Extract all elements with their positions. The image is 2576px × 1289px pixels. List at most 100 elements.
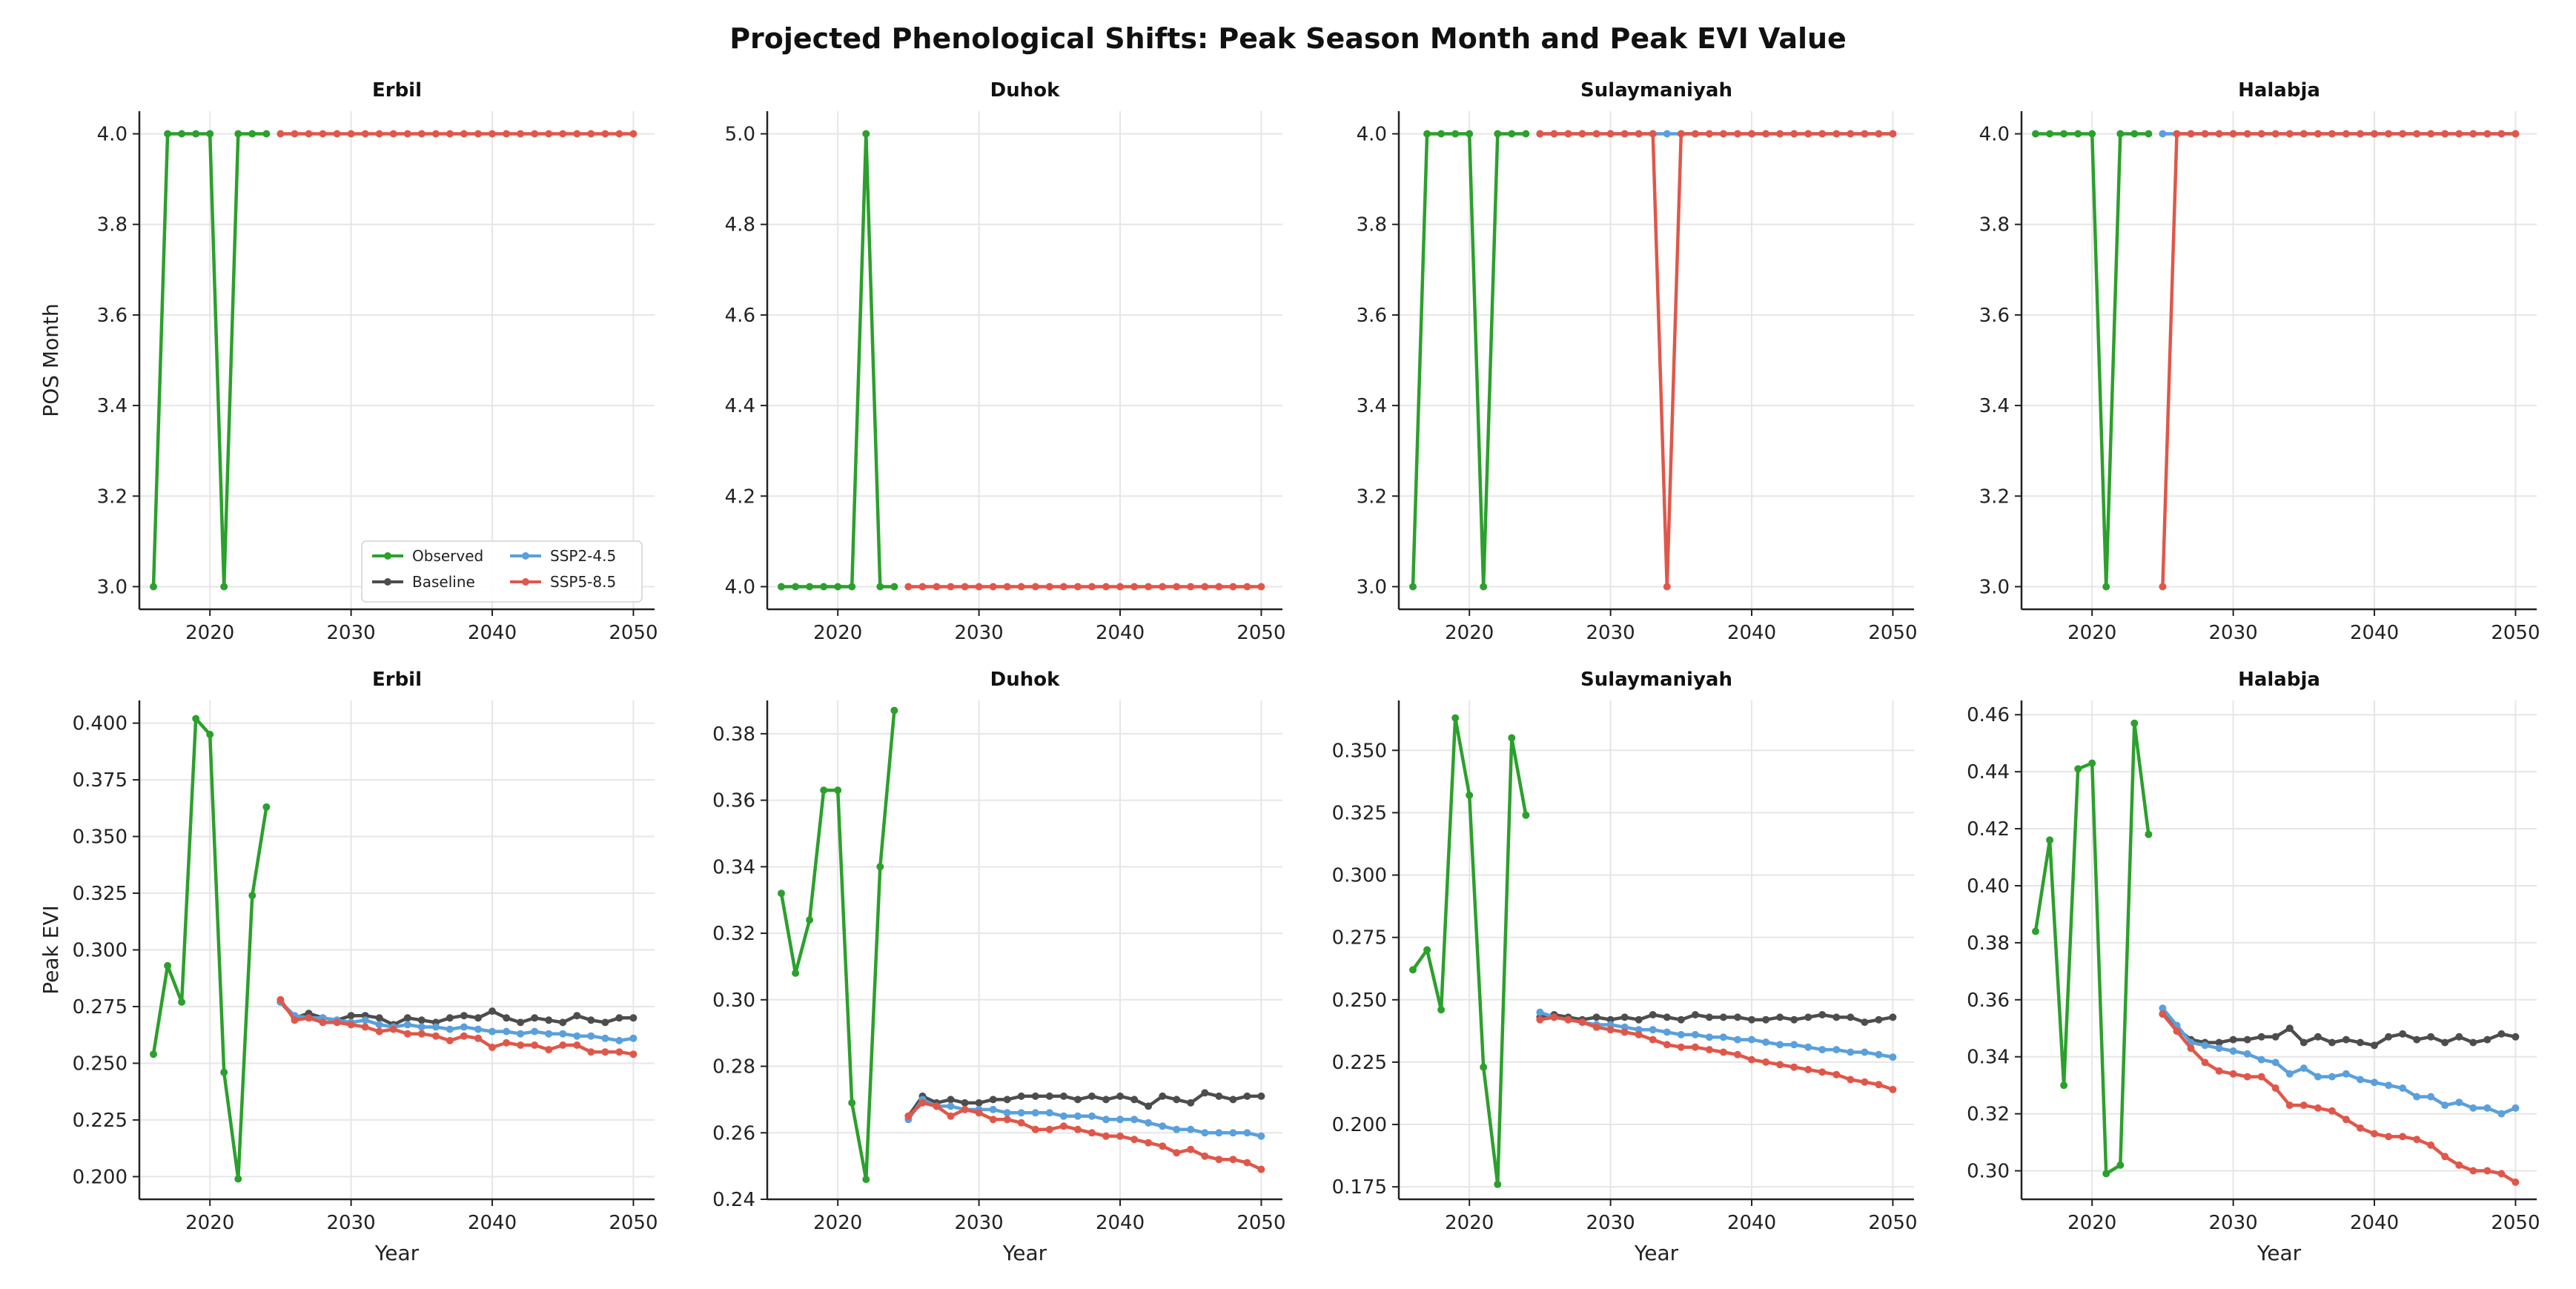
- data-point-ssp5-8-5: [2399, 1133, 2407, 1141]
- data-point-ssp2-4-5: [1889, 1053, 1897, 1061]
- data-point-ssp5-8-5: [2257, 1073, 2265, 1081]
- data-point-ssp5-8-5: [1592, 1023, 1600, 1031]
- data-point-ssp2-4-5: [1257, 1132, 1265, 1140]
- legend-marker-observed: [384, 552, 391, 560]
- data-point-baseline: [629, 1014, 638, 1022]
- data-point-ssp2-4-5: [1691, 1030, 1699, 1038]
- data-point-observed: [178, 130, 186, 138]
- data-point-observed: [248, 892, 256, 900]
- x-tick-label: 2020: [2067, 1212, 2116, 1234]
- data-point-ssp5-8-5: [1705, 1046, 1713, 1054]
- data-point-baseline: [531, 1014, 539, 1022]
- panel-title: Sulaymaniyah: [1580, 669, 1732, 691]
- data-point-observed: [2102, 1170, 2110, 1178]
- data-point-ssp2-4-5: [545, 1030, 553, 1038]
- x-axis-label: Year: [1002, 1241, 1047, 1265]
- panel-8: 2020 2030 2040 2050 0.30 0.32 0.34 0.36 0.38 0.40…: [1967, 669, 2540, 1265]
- data-point-ssp5-8-5: [2215, 1067, 2223, 1075]
- data-point-ssp5-8-5: [1847, 130, 1855, 138]
- data-point-ssp5-8-5: [1031, 583, 1039, 591]
- data-point-ssp2-4-5: [2371, 1078, 2378, 1087]
- data-point-ssp5-8-5: [1550, 130, 1558, 138]
- data-point-ssp5-8-5: [1229, 1156, 1237, 1164]
- data-point-ssp5-8-5: [2512, 1178, 2520, 1186]
- data-point-ssp5-8-5: [989, 583, 997, 591]
- data-point-baseline: [1229, 1096, 1237, 1104]
- data-point-observed: [1437, 130, 1446, 138]
- data-point-ssp2-4-5: [587, 1032, 595, 1040]
- data-point-baseline: [2399, 1030, 2407, 1038]
- data-point-ssp5-8-5: [1861, 1078, 1869, 1086]
- data-point-ssp5-8-5: [1187, 1145, 1195, 1153]
- data-point-baseline: [1734, 1013, 1741, 1021]
- panel-2: 2020 2030 2040 2050 4.0 4.2 4.4 4.6 4.8 5.0 Duhok: [725, 79, 1286, 644]
- data-point-baseline: [975, 1099, 983, 1107]
- data-point-ssp5-8-5: [947, 1112, 955, 1120]
- data-point-baseline: [1705, 1013, 1713, 1021]
- data-point-observed: [1466, 130, 1474, 138]
- data-point-ssp5-8-5: [2173, 130, 2181, 138]
- x-tick-label: 2030: [327, 1212, 376, 1234]
- data-point-baseline: [2342, 1035, 2350, 1044]
- y-tick-label: 4.0: [1979, 124, 2010, 146]
- data-point-ssp5-8-5: [1243, 1159, 1251, 1167]
- y-tick-label: 4.6: [725, 305, 755, 327]
- data-point-baseline: [2441, 1038, 2449, 1047]
- data-point-baseline: [1102, 1096, 1110, 1104]
- data-point-ssp5-8-5: [573, 130, 581, 138]
- legend-label-ssp5-8-5: SSP5-8.5: [550, 573, 616, 591]
- data-point-ssp5-8-5: [1875, 1081, 1883, 1089]
- data-point-ssp5-8-5: [1691, 1043, 1699, 1051]
- data-point-observed: [2060, 130, 2068, 138]
- data-point-ssp5-8-5: [2243, 130, 2251, 138]
- data-point-ssp5-8-5: [2469, 1167, 2477, 1175]
- data-point-ssp5-8-5: [1173, 1149, 1181, 1157]
- data-point-ssp5-8-5: [1536, 1015, 1544, 1024]
- y-tick-label: 4.2: [725, 486, 755, 508]
- x-tick-label: 2020: [813, 622, 862, 644]
- data-point-ssp5-8-5: [1003, 583, 1011, 591]
- data-point-ssp5-8-5: [1215, 1156, 1223, 1164]
- data-point-ssp2-4-5: [1045, 1109, 1053, 1117]
- x-tick-label: 2050: [2491, 1212, 2540, 1234]
- data-point-ssp5-8-5: [1159, 583, 1167, 591]
- data-point-ssp5-8-5: [1550, 1013, 1558, 1021]
- data-point-ssp5-8-5: [1719, 130, 1727, 138]
- data-point-ssp2-4-5: [629, 1034, 638, 1042]
- data-point-observed: [862, 130, 870, 138]
- data-point-baseline: [1201, 1089, 1209, 1097]
- data-point-ssp5-8-5: [446, 1036, 454, 1044]
- data-point-observed: [1466, 791, 1474, 799]
- data-point-ssp5-8-5: [2427, 1141, 2435, 1149]
- data-point-ssp2-4-5: [2285, 1070, 2294, 1078]
- data-point-ssp5-8-5: [989, 1116, 997, 1124]
- data-point-baseline: [446, 1014, 454, 1022]
- y-tick-label: 0.225: [73, 1110, 128, 1132]
- data-point-ssp5-8-5: [2385, 130, 2393, 138]
- y-tick-label: 0.350: [1332, 740, 1387, 762]
- data-point-baseline: [503, 1014, 511, 1022]
- legend-marker-baseline: [384, 578, 391, 586]
- data-point-ssp5-8-5: [277, 130, 285, 138]
- data-point-baseline: [1045, 1092, 1053, 1100]
- data-point-baseline: [1875, 1015, 1883, 1024]
- data-point-observed: [2116, 1161, 2125, 1169]
- data-point-ssp2-4-5: [2229, 1047, 2237, 1055]
- data-point-ssp5-8-5: [1649, 1035, 1657, 1044]
- data-point-ssp5-8-5: [601, 130, 609, 138]
- data-point-ssp5-8-5: [559, 130, 567, 138]
- data-point-ssp2-4-5: [1677, 1030, 1685, 1038]
- data-point-ssp5-8-5: [629, 130, 638, 138]
- data-point-ssp5-8-5: [1762, 1058, 1770, 1066]
- data-point-ssp5-8-5: [1889, 1085, 1897, 1093]
- data-point-observed: [2145, 130, 2153, 138]
- data-point-ssp5-8-5: [333, 1018, 341, 1027]
- data-point-observed: [1409, 583, 1417, 591]
- data-point-ssp5-8-5: [1776, 1061, 1784, 1069]
- data-point-ssp2-4-5: [2385, 1081, 2393, 1090]
- data-point-ssp5-8-5: [403, 130, 411, 138]
- data-point-observed: [2088, 130, 2096, 138]
- data-point-ssp5-8-5: [1804, 1066, 1812, 1073]
- data-point-observed: [1423, 130, 1431, 138]
- data-point-ssp5-8-5: [1818, 1068, 1827, 1076]
